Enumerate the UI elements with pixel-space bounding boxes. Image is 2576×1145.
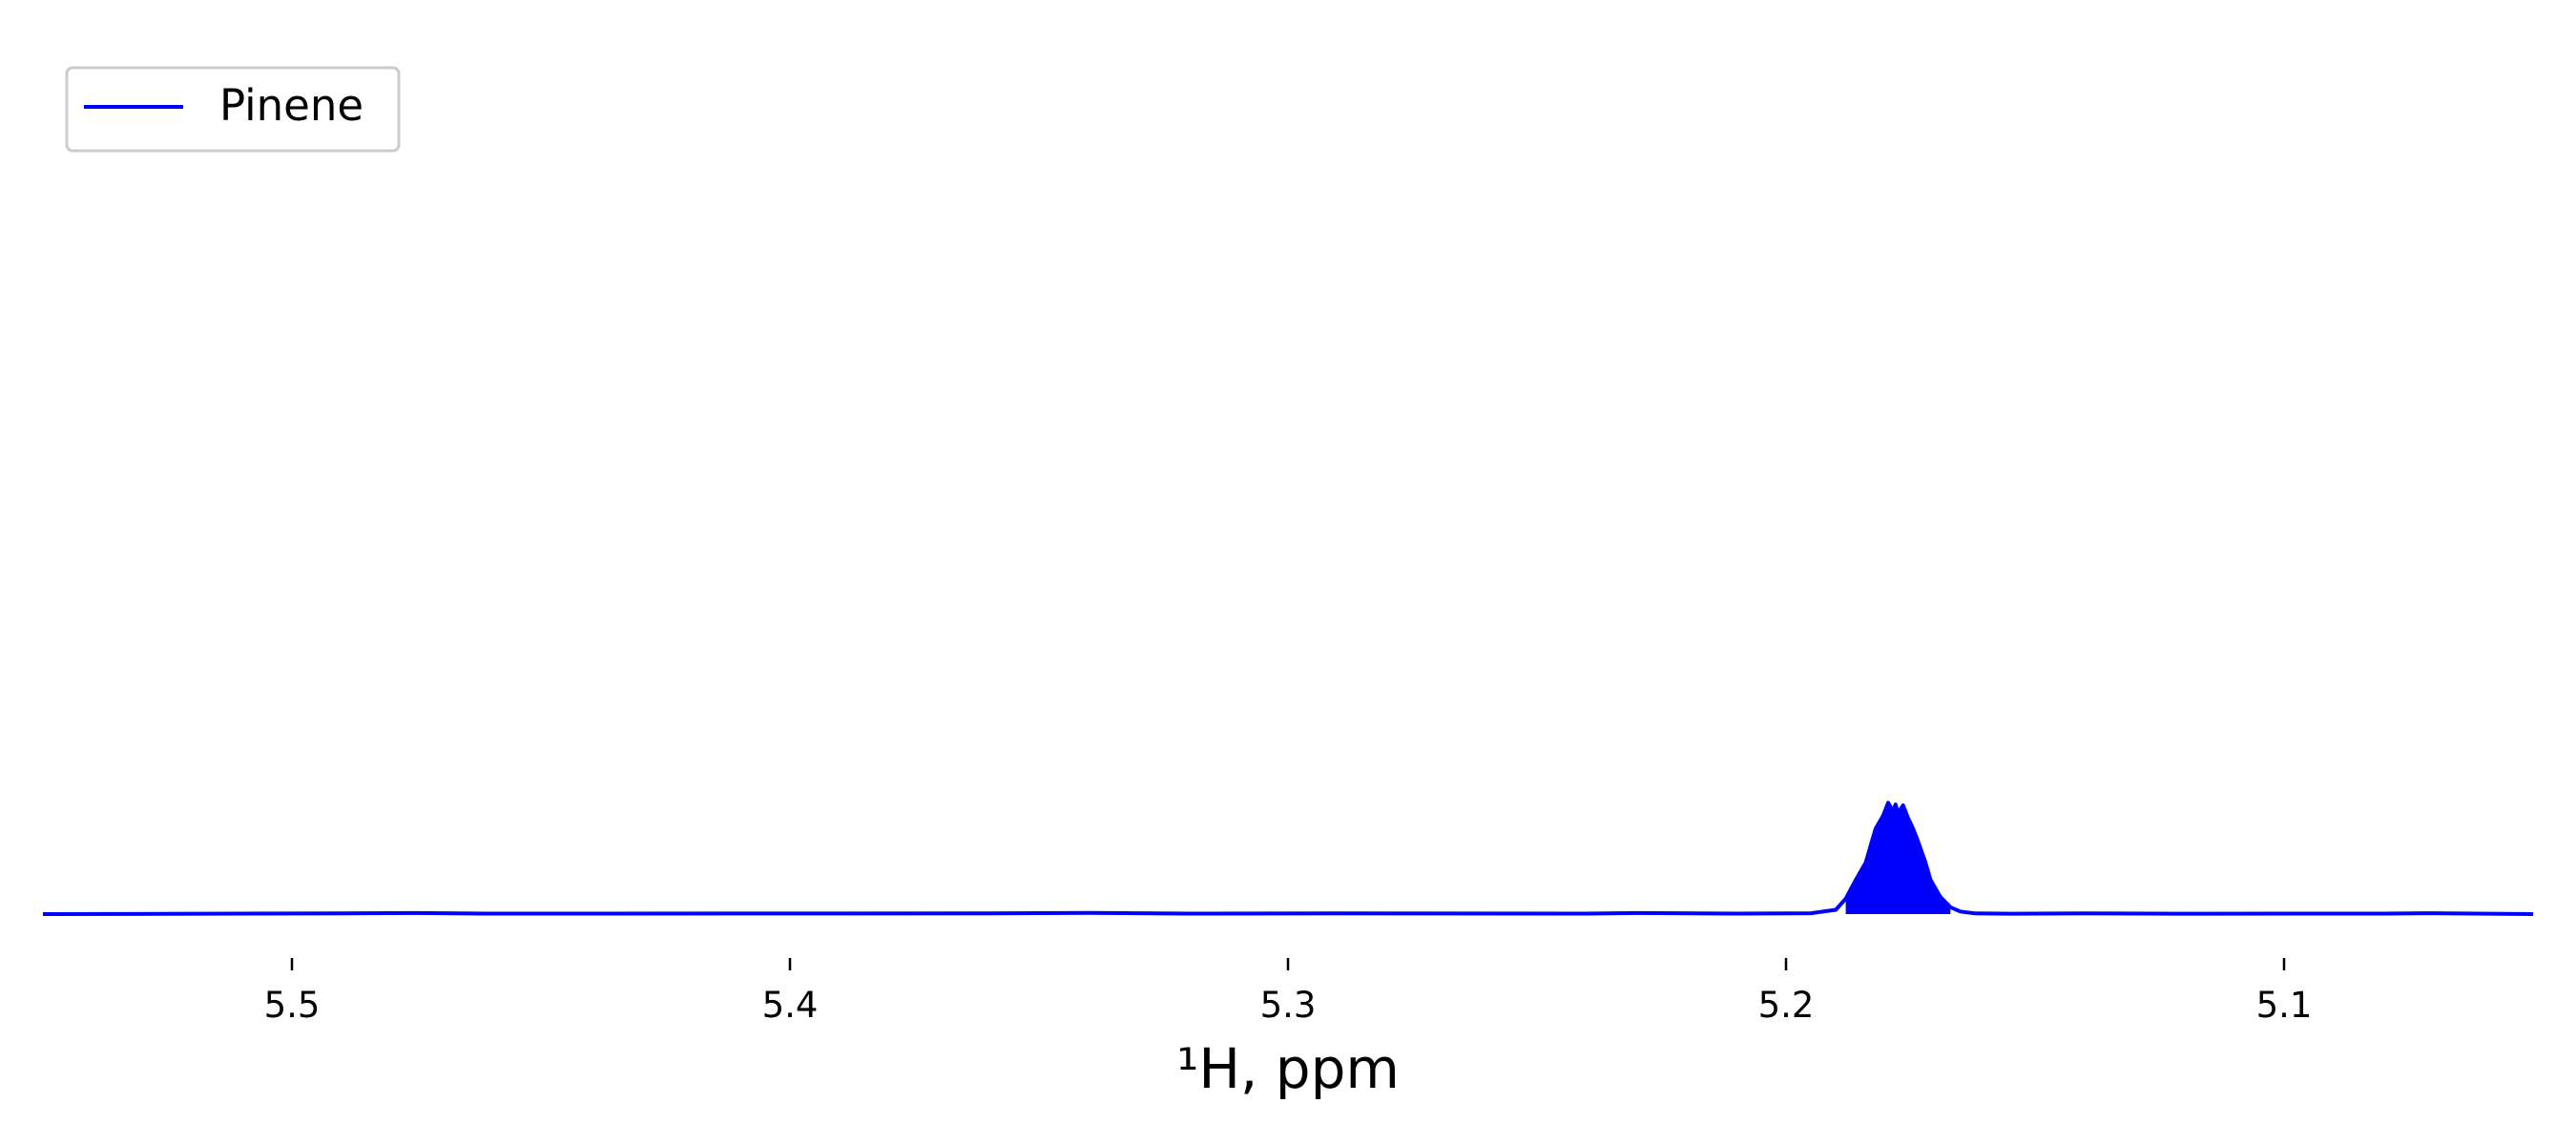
x-tick-label: 5.3 (1260, 985, 1317, 1026)
plot-area (42, 801, 2534, 916)
x-axis: 5.5 5.4 5.3 5.2 5.1 (264, 958, 2313, 1026)
legend-frame (65, 66, 401, 153)
x-tick-label: 5.4 (762, 985, 819, 1026)
x-tick-label: 5.1 (2256, 985, 2313, 1026)
peak-fill (1845, 802, 1951, 914)
x-axis-title: ¹H, ppm (1176, 1036, 1400, 1101)
legend-label-pinene: Pinene (219, 80, 364, 131)
x-tick-label: 5.2 (1758, 985, 1815, 1026)
series-line-pinene (42, 801, 2534, 916)
x-tick-label: 5.5 (264, 985, 321, 1026)
legend: Pinene (65, 66, 401, 153)
